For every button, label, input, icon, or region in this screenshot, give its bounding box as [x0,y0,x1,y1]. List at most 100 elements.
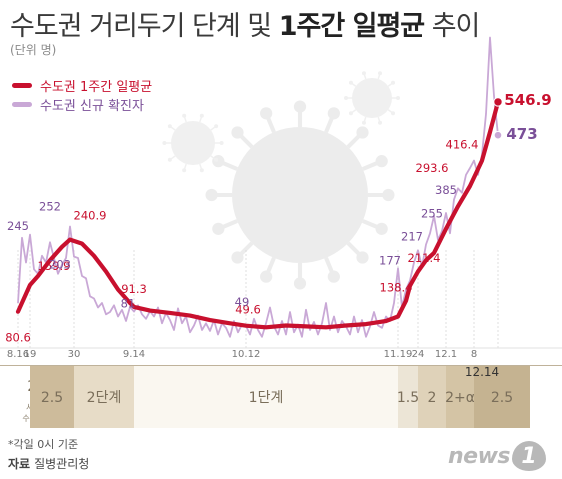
value-label: 177 [379,253,401,267]
legend-label-average: 수도권 1주간 일평균 [40,80,153,95]
phase-segment [418,366,446,428]
phase-label: 2+α [445,390,475,406]
x-tick-label: 8.16 [7,349,29,360]
value-label: 138.4 [380,281,413,295]
news1-logo: news 1 [448,441,547,471]
footnote: *각일 0시 기준 [8,438,79,451]
virus-spike-tip [212,222,225,235]
value-label: 80.6 [5,331,31,345]
phase-label: 2.5 [491,390,513,406]
x-tick-label: 12.1 [435,349,457,360]
virus-spike-tip [396,96,400,100]
virus-spike-tip [219,141,224,145]
phase-label: 2.5 [41,390,63,406]
value-label: 416.4 [446,138,479,152]
legend-swatch-daily [12,102,32,107]
virus-spike-tip [199,113,204,118]
title-bold: 1주간 일평균 [278,11,425,42]
virus-spike-tip [167,157,172,162]
virus-spike-tip [231,126,244,139]
virus-body [171,121,215,165]
virus-spike-tip [375,155,388,168]
value-label: 385 [435,183,457,197]
series-daily-line [17,36,499,338]
virus-spike-tip [162,141,167,145]
value-label: 252 [39,200,61,214]
logo-text: news [448,443,511,469]
value-label: 245 [7,219,29,233]
virus-spike-tip [199,168,204,173]
chart-title: 수도권 거리두기 단계 및 1주간 일평균 추이 [10,4,481,43]
virus-body [352,78,392,118]
legend-item-daily: 수도권 신규 확진자 [12,95,152,114]
virus-spike-tip [382,188,395,202]
virus-spike-tip [361,120,366,125]
virus-spike-tip [167,124,172,129]
legend-item-average: 수도권 1주간 일평균 [12,76,152,95]
legend-label-daily: 수도권 신규 확진자 [40,99,144,114]
x-tick-label: 10.12 [232,349,261,360]
series-average-line [15,99,501,330]
virus-spike-tip [378,120,383,125]
virus-spike-tip [260,107,273,120]
virus-spike-tip [182,168,187,173]
value-label: 211.4 [408,251,441,265]
virus-spike-tip [231,251,244,264]
x-tick-label: 24 [412,349,425,360]
value-labels: 80.6 245 252 159.9 240.9 203 91.381 49.649 177 13… [5,91,552,345]
virus-spike-tip [205,188,218,202]
phase-segment [74,366,134,428]
x-tick-label: 19 [24,349,37,360]
phase-label: 1.5 [397,390,419,406]
value-label: 546.9 [504,91,551,109]
value-label: 293.6 [416,161,449,175]
virus-spike-tip [344,96,348,100]
virus-spike-tip [327,270,340,283]
source-label: 자료 [8,457,31,471]
virus-spike-tip [293,277,307,290]
value-label: 217 [401,229,423,243]
virus-illustration [162,71,400,290]
x-tick-label: 11.19 [384,349,413,360]
x-tick-label: 9.14 [123,349,145,360]
phase-segment [398,366,418,428]
virus-spike-tip [356,251,369,264]
end-marker-average [493,97,503,107]
virus-spike-tip [361,71,366,76]
source-text: 질병관리청 [34,457,90,471]
phase-segment [18,366,30,428]
phase-label: 2 [428,390,437,406]
virus-spike-tip [378,71,383,76]
virus-spike-tip [327,107,340,120]
phase-segment [30,366,74,428]
virus-spike-tip [391,111,396,116]
phase-label: 1단계 [249,390,284,406]
value-label: 49 [235,295,250,309]
x-tick-label: 12.14 [465,365,499,379]
virus-spike-tip [293,100,307,113]
value-label: 49.6 [235,303,261,317]
phase-label: 2단계 [87,390,122,406]
value-label: 203 [49,258,71,272]
legend: 수도권 1주간 일평균 수도권 신규 확진자 [12,76,152,114]
phase-segment [134,366,398,428]
virus-spike-tip [391,80,396,85]
x-tick-label: 8 [471,349,477,360]
virus-spike-tip [356,126,369,139]
title-end: 추이 [424,11,481,42]
value-label: 473 [506,125,537,143]
value-label: 81 [121,297,136,311]
phase-segment [446,366,474,428]
logo-mark: 1 [512,441,547,471]
value-label: 159.9 [38,259,71,273]
virus-spike-tip [214,157,219,162]
virus-spike-tip [348,80,353,85]
virus-spike-tip [212,155,225,168]
virus-spike-tip [348,111,353,116]
series-layer [15,36,503,338]
end-marker-daily [493,130,503,140]
